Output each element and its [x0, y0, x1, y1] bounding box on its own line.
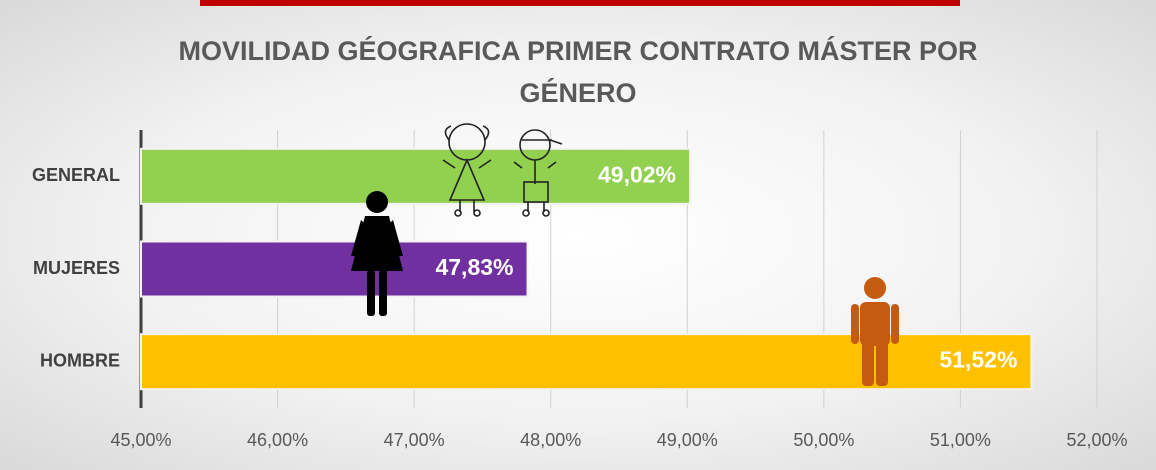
x-tick-label: 47,00% — [384, 430, 445, 450]
y-tick-label: MUJERES — [33, 258, 120, 278]
y-tick-label: GENERAL — [32, 165, 120, 185]
x-tick-label: 50,00% — [793, 430, 854, 450]
top-banner — [200, 0, 960, 6]
x-tick-label: 52,00% — [1066, 430, 1127, 450]
value-label: 47,83% — [435, 254, 513, 280]
x-tick-label: 46,00% — [247, 430, 308, 450]
chart-area: MOVILIDAD GÉOGRAFICA PRIMER CONTRATO MÁS… — [0, 0, 1156, 470]
x-tick-label: 45,00% — [110, 430, 171, 450]
x-tick-label: 49,00% — [657, 430, 718, 450]
y-tick-label: HOMBRE — [40, 350, 120, 370]
value-label: 49,02% — [598, 161, 676, 187]
chart: 45,00% 46,00% 47,00% 48,00% 49,00% 50,00% 51,0… — [0, 0, 1156, 470]
value-label: 51,52% — [939, 347, 1017, 373]
x-tick-label: 51,00% — [930, 430, 991, 450]
x-tick-label: 48,00% — [520, 430, 581, 450]
